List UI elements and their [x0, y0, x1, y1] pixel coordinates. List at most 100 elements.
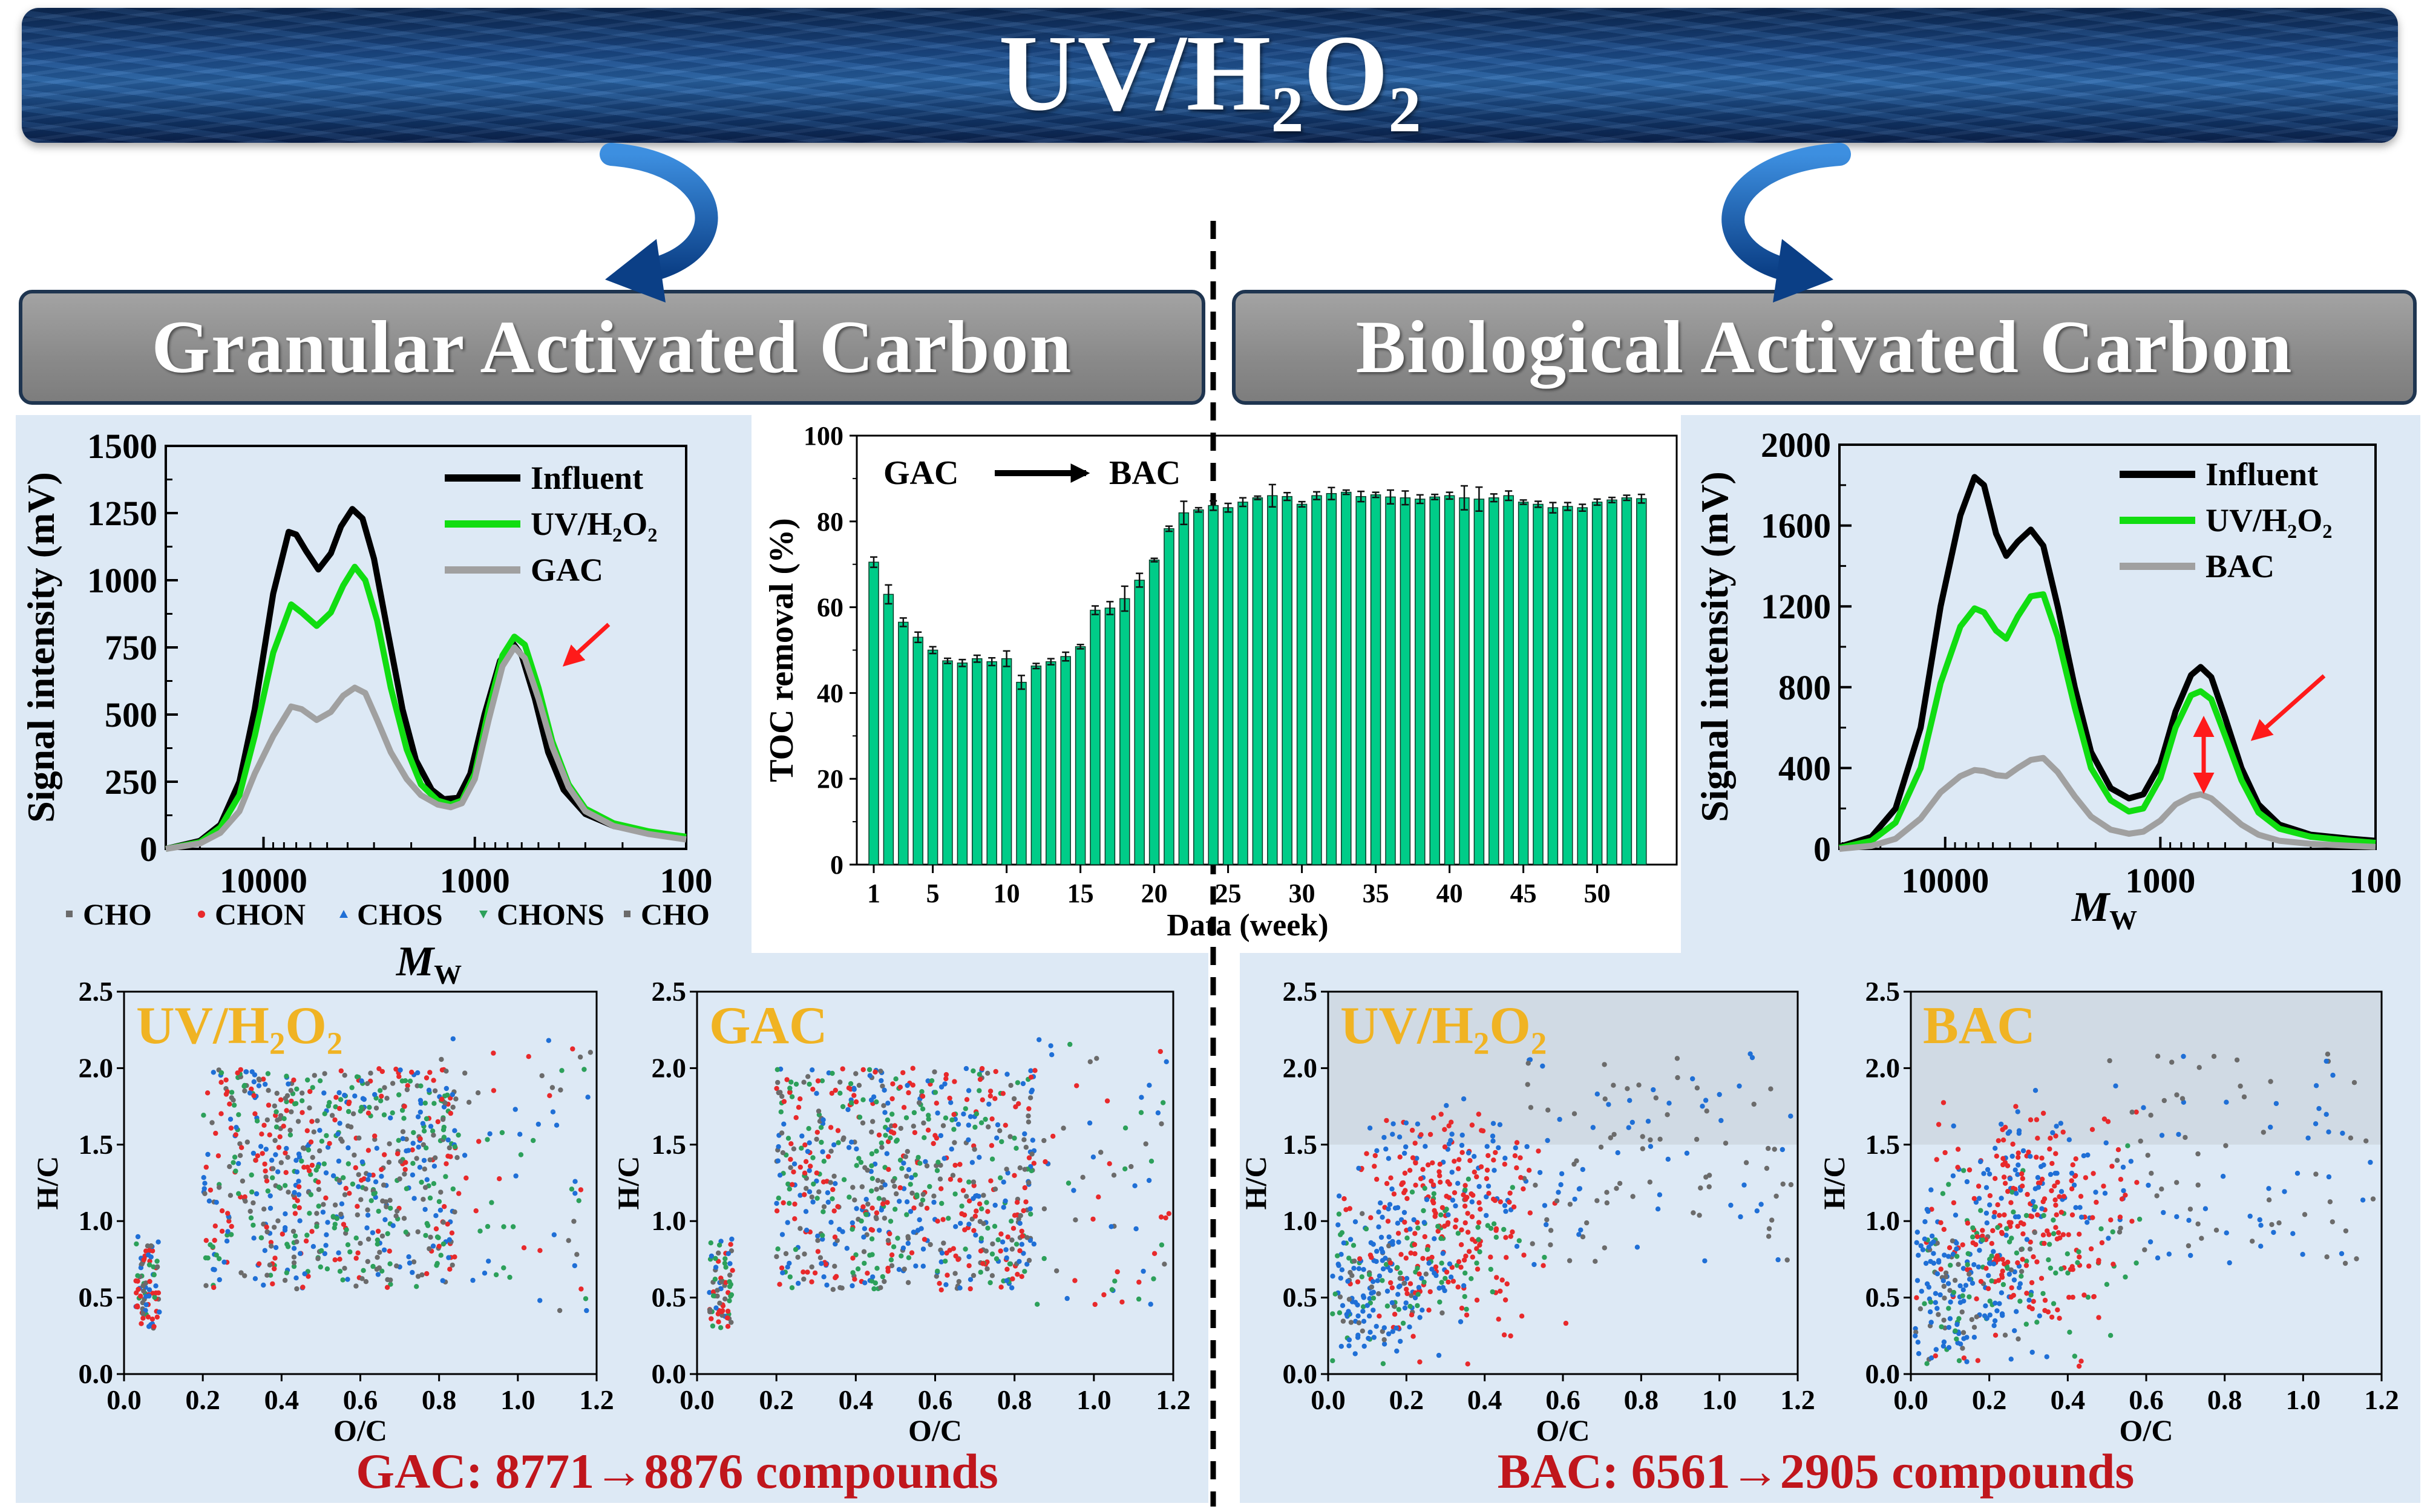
scatter-point: [1741, 1182, 1747, 1188]
scatter-point: [581, 1067, 587, 1072]
shaded-region: [1911, 992, 2382, 1145]
scatter-point: [882, 1182, 888, 1188]
y-tick-label: 2.0: [1283, 1052, 1318, 1083]
x-tick-label: 1: [867, 879, 880, 908]
scatter-point: [307, 1105, 312, 1111]
scatter-point: [297, 1251, 303, 1256]
scatter-point: [1418, 1176, 1424, 1182]
scatter-point: [2028, 1239, 2033, 1245]
scatter-point: [2053, 1202, 2058, 1208]
scatter-point: [385, 1231, 390, 1237]
scatter-point: [934, 1168, 940, 1173]
scatter-point: [2011, 1277, 2017, 1283]
scatter-point: [938, 1259, 944, 1265]
scatter-point: [797, 1226, 803, 1231]
scatter-point: [1933, 1347, 1939, 1352]
error-bar: [1194, 506, 1202, 513]
scatter-point: [1031, 1241, 1037, 1247]
error-bar: [1357, 490, 1365, 503]
scatter-point: [1502, 1297, 1508, 1303]
scatter-point: [1980, 1233, 1985, 1239]
scatter-point: [1466, 1176, 1472, 1182]
scatter-point: [301, 1146, 307, 1151]
scatter-point: [1484, 1144, 1490, 1150]
scatter-point: [1704, 1108, 1709, 1114]
y-tick-label: 0: [830, 850, 843, 880]
scatter-point: [1004, 1278, 1010, 1283]
x-tick-label: 1.0: [1076, 1384, 1112, 1415]
scatter-point: [395, 1151, 401, 1157]
scatter-point: [1484, 1176, 1490, 1182]
scatter-point: [1971, 1196, 1977, 1202]
scatter-point: [971, 1228, 977, 1234]
scatter-point: [517, 1131, 523, 1137]
scatter-point: [219, 1228, 225, 1234]
scatter-point: [940, 1123, 946, 1128]
scatter-point: [2034, 1320, 2040, 1325]
scatter-point: [1984, 1220, 1990, 1226]
scatter-point: [2129, 1219, 2135, 1224]
scatter-point: [410, 1141, 416, 1146]
bar-week-6: [942, 660, 953, 865]
scatter-point: [2114, 1157, 2120, 1163]
scatter-point: [251, 1150, 257, 1156]
scatter-point: [1388, 1280, 1393, 1286]
scatter-point: [365, 1177, 371, 1182]
scatter-point: [367, 1172, 372, 1178]
scatter-point: [1439, 1260, 1444, 1266]
scatter-point: [1941, 1283, 1947, 1289]
scatter-point: [133, 1278, 139, 1284]
scatter-point: [1490, 1289, 1495, 1295]
scatter-point: [401, 1216, 407, 1221]
scatter-point: [1758, 1202, 1764, 1207]
scatter-point: [427, 1070, 433, 1075]
scatter-point: [1947, 1316, 1953, 1321]
scatter-point: [2011, 1185, 2016, 1191]
scatter-point: [254, 1191, 260, 1197]
scatter-point: [2070, 1294, 2075, 1300]
scatter-point: [306, 1274, 311, 1279]
scatter-point: [846, 1085, 852, 1091]
scatter-point: [452, 1128, 457, 1133]
scatter-point: [292, 1190, 297, 1196]
scatter-point: [1514, 1165, 1519, 1171]
scatter-point: [330, 1173, 336, 1179]
scatter-point: [1598, 1144, 1604, 1150]
scatter-point: [1980, 1228, 1985, 1233]
scatter-point: [2019, 1274, 2024, 1279]
scatter-point: [888, 1219, 894, 1224]
scatter-point: [819, 1078, 825, 1084]
scatter-point: [854, 1206, 859, 1211]
scatter-point: [1352, 1219, 1358, 1225]
scatter-point: [1576, 1186, 1582, 1192]
scatter-point: [2076, 1363, 2082, 1369]
scatter-point: [1950, 1173, 1956, 1179]
scatter-point: [1359, 1274, 1364, 1280]
scatter-point: [1617, 1180, 1623, 1186]
scatter-point: [2051, 1217, 2056, 1223]
scatter-point: [950, 1173, 956, 1178]
scatter-point: [977, 1088, 982, 1093]
scatter-point: [916, 1100, 922, 1105]
scatter-point: [1348, 1237, 1354, 1242]
scatter-point: [1346, 1309, 1351, 1314]
scatter-point: [381, 1247, 387, 1253]
scatter-point: [2034, 1154, 2039, 1160]
error-bar: [1121, 585, 1128, 612]
scatter-point: [888, 1135, 893, 1141]
scatter-point: [329, 1113, 335, 1118]
scatter-point: [2009, 1235, 2014, 1241]
scatter-point: [276, 1184, 282, 1190]
scatter-point: [387, 1248, 392, 1254]
legend-label: UV/H₂O₂: [531, 506, 657, 542]
error-bar: [1268, 483, 1276, 508]
scatter-point: [291, 1260, 297, 1266]
scatter-point: [1554, 1198, 1560, 1204]
scatter-point: [375, 1242, 380, 1247]
scatter-point: [310, 1154, 315, 1160]
scatter-point: [833, 1181, 838, 1186]
scatter-point: [1360, 1211, 1365, 1217]
scatter-point: [1092, 1301, 1098, 1307]
scatter-point: [1602, 1096, 1608, 1102]
scatter-point: [400, 1129, 406, 1134]
